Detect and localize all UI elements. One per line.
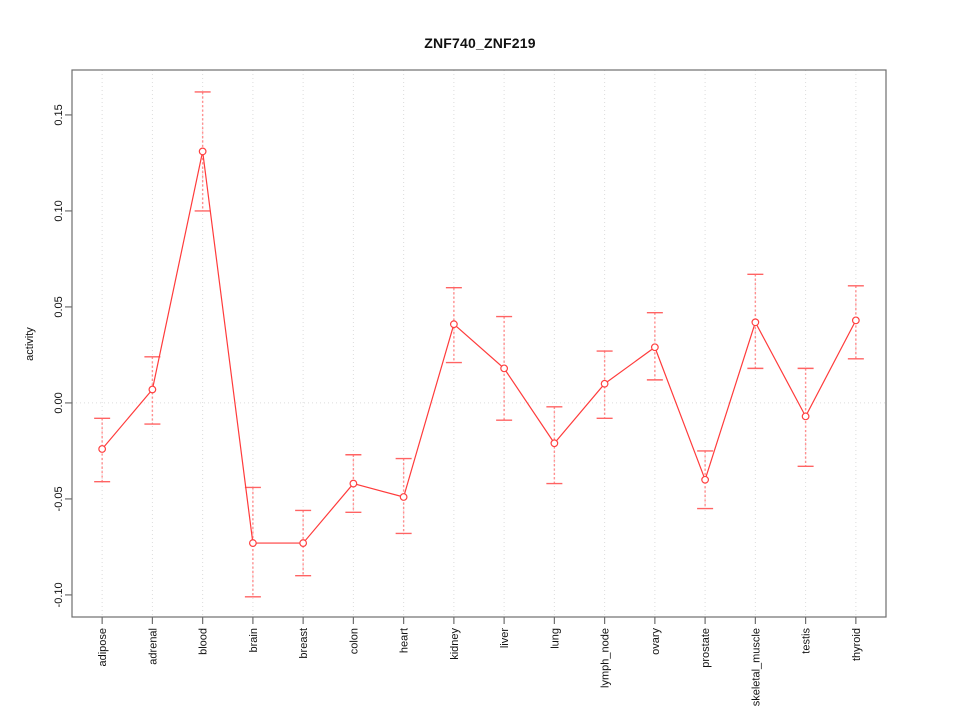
plot-border	[71, 69, 887, 618]
data-point-adipose	[98, 445, 107, 453]
data-point-thyroid	[851, 316, 860, 325]
data-point-kidney	[449, 320, 458, 329]
x-axis-tick-label: blood	[198, 628, 210, 655]
x-axis-tick-label: kidney	[449, 628, 461, 660]
y-axis-tick-label: -0.10	[53, 582, 65, 607]
series-line	[101, 151, 857, 544]
data-point-adrenal	[148, 385, 157, 394]
data-point-testis	[801, 412, 810, 421]
x-axis-tick-label: lymph_node	[600, 628, 612, 688]
y-axis-tick-label: 0.00	[53, 392, 65, 413]
y-axis-tick-label: 0.15	[53, 104, 65, 125]
x-axis-tick-label: adipose	[97, 628, 109, 667]
data-point-skeletal_muscle	[751, 318, 760, 327]
y-axis-tick-label: -0.05	[53, 486, 65, 511]
data-point-breast	[299, 539, 308, 547]
data-point-blood	[198, 147, 207, 156]
x-axis-tick-label: heart	[399, 628, 411, 653]
data-point-brain	[248, 539, 257, 547]
data-point-prostate	[701, 475, 710, 484]
y-axis-tick-label: 0.10	[53, 200, 65, 221]
data-point-ovary	[650, 343, 659, 352]
chart-title: ZNF740_ZNF219	[424, 35, 536, 51]
x-axis-tick-label: colon	[348, 628, 360, 654]
x-axis-tick-label: ovary	[650, 628, 662, 655]
y-axis-tick-label: 0.05	[53, 296, 65, 317]
data-point-heart	[399, 493, 408, 501]
x-axis-tick-label: liver	[499, 628, 511, 649]
x-axis-tick-label: skeletal_muscle	[750, 628, 762, 706]
data-point-lymph_node	[600, 379, 609, 388]
x-axis-tick-label: lung	[549, 628, 561, 649]
data-point-lung	[550, 439, 559, 448]
data-point-liver	[500, 364, 509, 373]
x-axis-tick-label: testis	[801, 628, 813, 654]
x-axis-tick-label: prostate	[700, 628, 712, 668]
data-point-colon	[349, 479, 358, 488]
x-axis-tick-label: brain	[248, 628, 260, 652]
x-axis-tick-label: breast	[298, 628, 310, 659]
x-axis-tick-label: thyroid	[851, 628, 863, 661]
x-axis-tick-label: adrenal	[147, 628, 159, 665]
